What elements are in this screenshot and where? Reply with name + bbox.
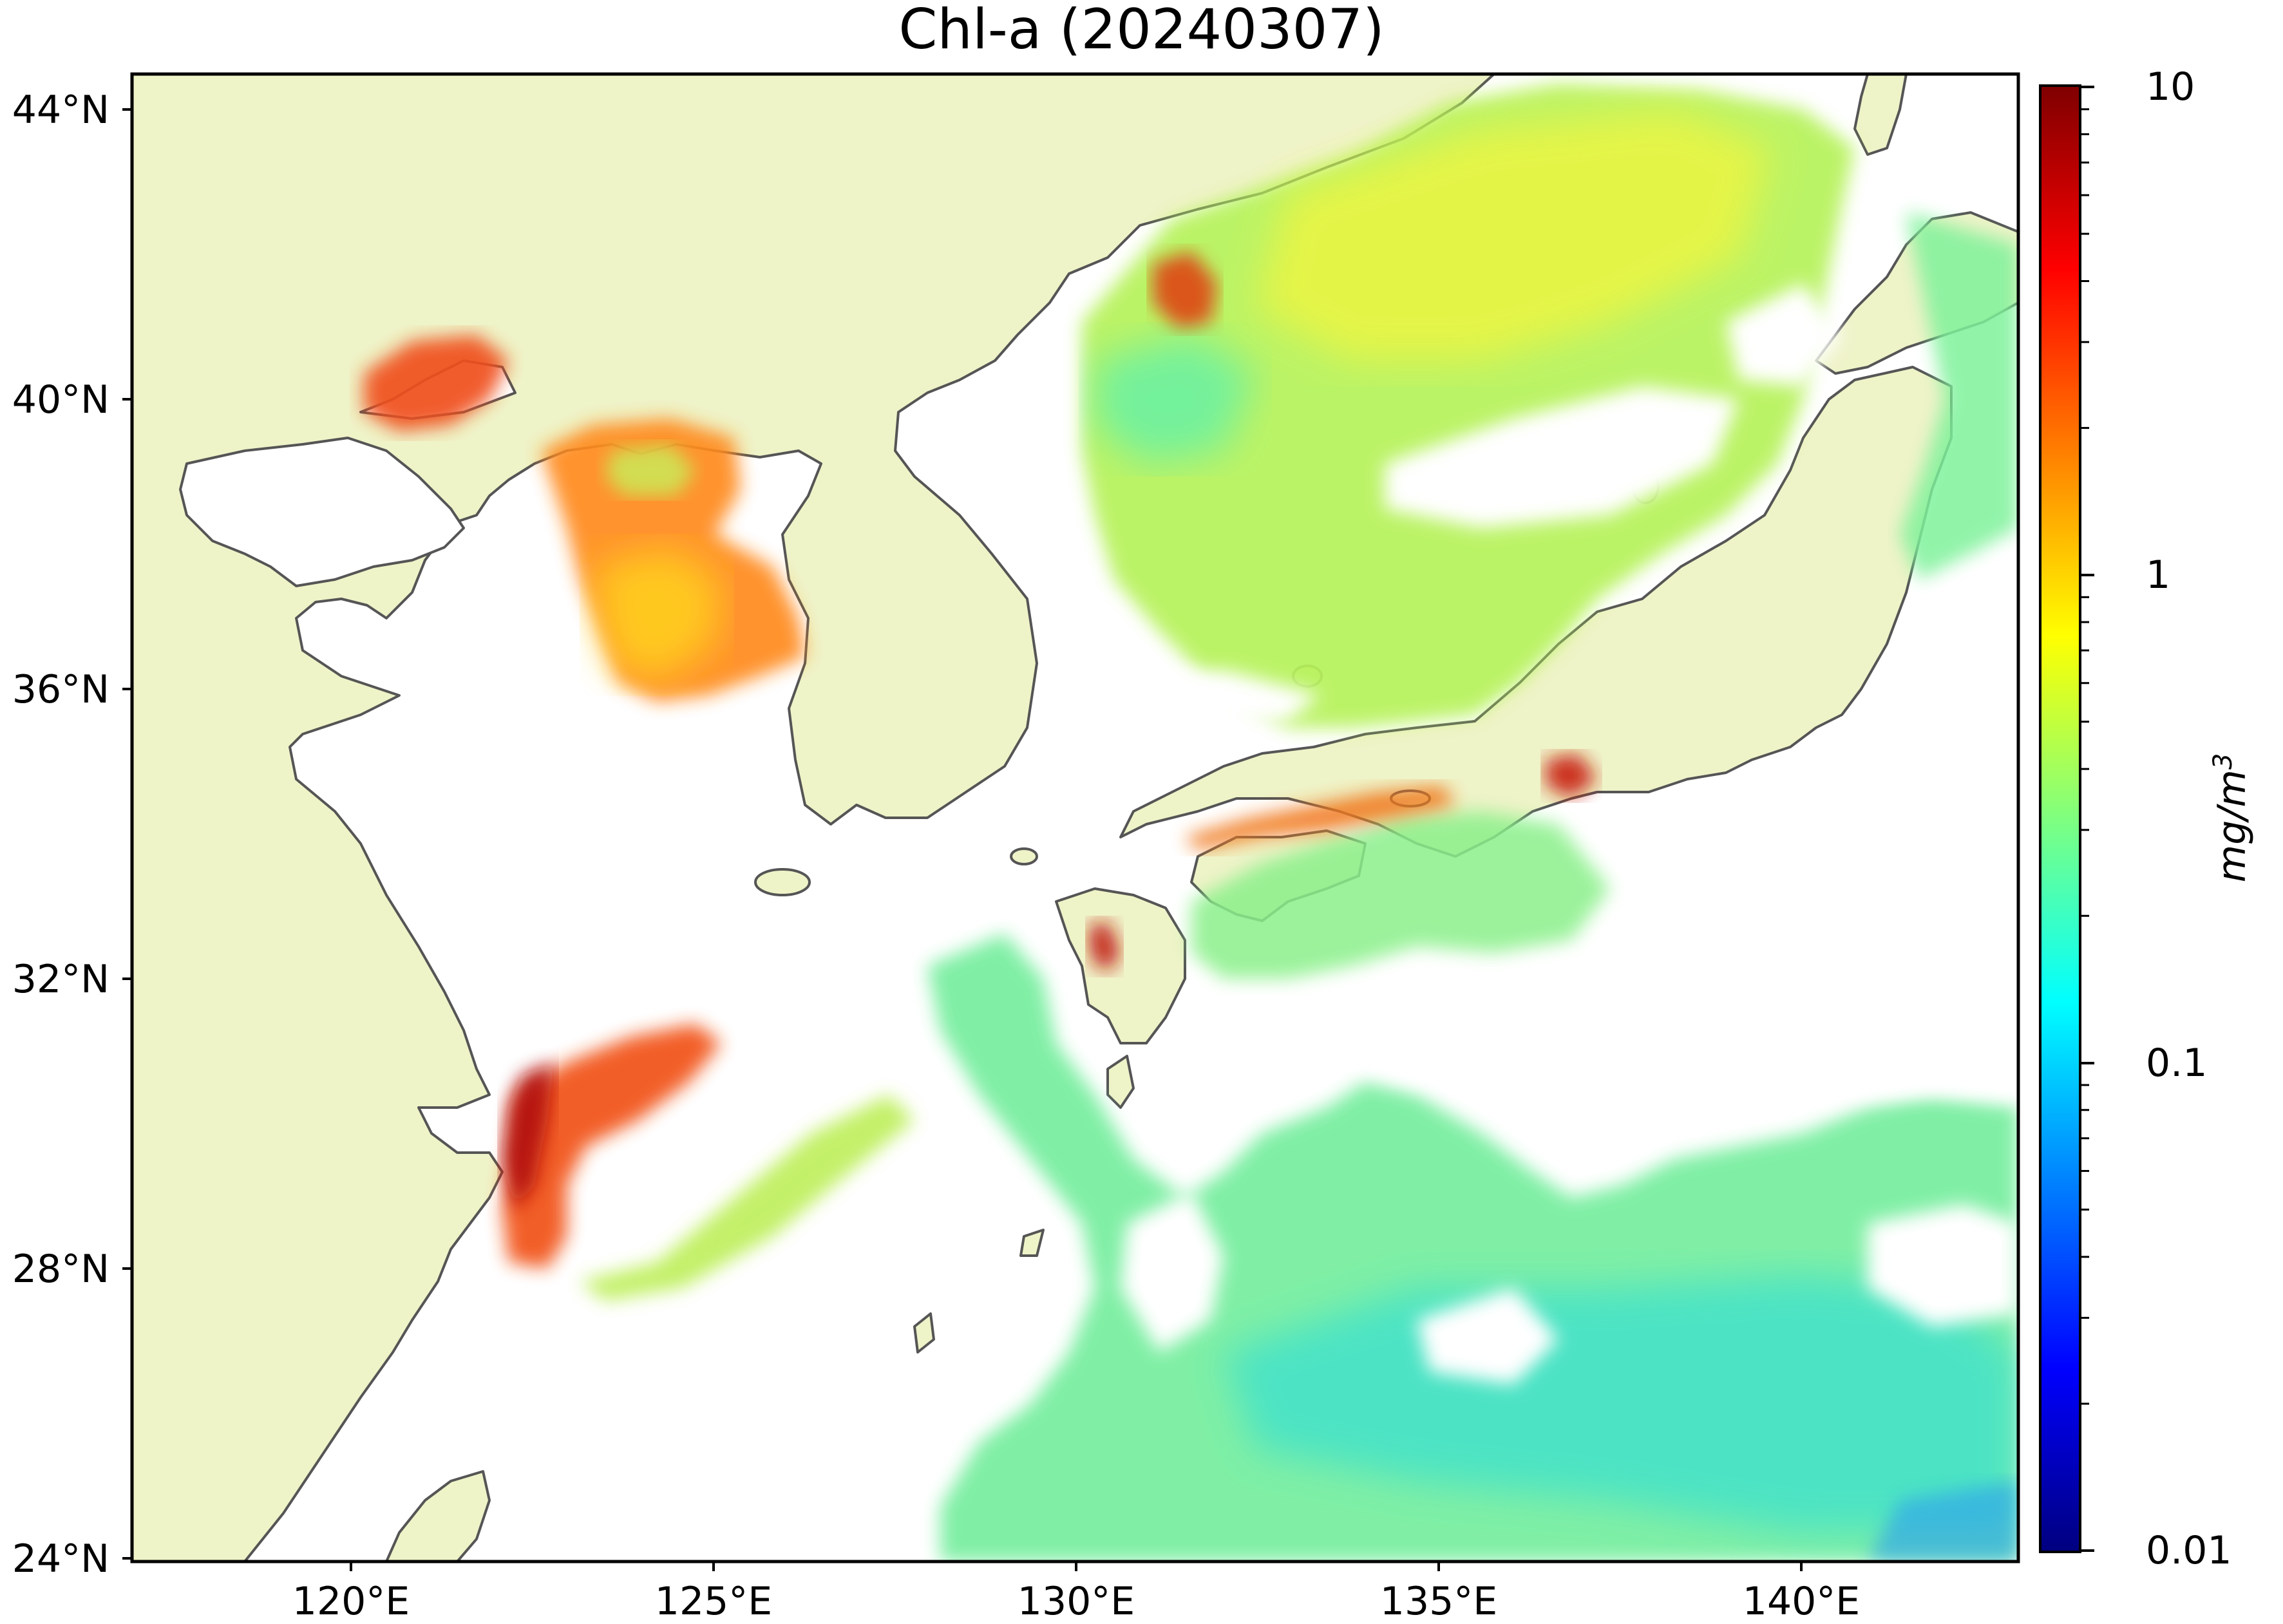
colorbar-unit-sup: 3	[2208, 753, 2238, 770]
yellow-sea-center	[592, 547, 721, 683]
honshu-island	[1119, 366, 1953, 858]
lat-label-36: 36°N	[12, 667, 109, 712]
colorbar-label-0.01: 0.01	[2146, 1528, 2232, 1573]
sea-of-japan-yellow	[1256, 109, 1771, 361]
pacific-blue-edge	[1868, 1481, 2018, 1562]
colorbar-unit-main: mg/m	[2210, 770, 2255, 883]
lat-label-44: 44°N	[12, 88, 109, 133]
taiwan-island	[385, 1470, 491, 1562]
yangtze-plume	[502, 1062, 554, 1211]
lon-label-130: 130°E	[1017, 1579, 1135, 1624]
axis-ticks	[122, 108, 1803, 1571]
south-japan-field	[1191, 811, 1610, 979]
lat-label-40: 40°N	[12, 377, 109, 422]
sakhalin-coast	[1853, 74, 1908, 156]
colorbar-ticks	[2080, 86, 2094, 1552]
jeju-island	[754, 868, 811, 896]
lon-label-125: 125°E	[654, 1579, 773, 1624]
amami-island	[1019, 1229, 1045, 1257]
lat-label-28: 28°N	[12, 1247, 109, 1292]
colorbar-label-0.1: 0.1	[2146, 1041, 2208, 1086]
seto-inland-sea-bloom	[1185, 786, 1455, 850]
korea-east-coast-bloom	[1153, 251, 1217, 328]
bohai-bloom	[364, 335, 509, 431]
colorbar-unit-label: mg/m3	[2208, 753, 2255, 883]
colorbar-label-1: 1	[2146, 552, 2171, 598]
chlorophyll-data-layer	[364, 84, 2018, 1562]
lon-label-135: 135°E	[1379, 1579, 1498, 1624]
lon-label-140: 140°E	[1742, 1579, 1861, 1624]
yellow-sea-inner-green	[605, 444, 696, 496]
goto-island	[1010, 847, 1038, 865]
east-china-sea-green	[580, 1095, 914, 1301]
colorbar-label-10: 10	[2146, 64, 2195, 109]
okinawa-island	[913, 1312, 935, 1354]
ariake-bay-bloom	[1088, 921, 1121, 972]
no-data-clouds	[1121, 283, 2018, 1384]
colorbar	[2039, 84, 2081, 1553]
tanegashima-island	[1106, 1055, 1135, 1109]
lon-label-120: 120°E	[292, 1579, 410, 1624]
east-japan-field	[1900, 212, 2018, 580]
asia-mainland	[132, 74, 1495, 1562]
map-title: Chl-a (20240307)	[898, 0, 1385, 62]
land-layer	[132, 74, 2018, 1562]
ise-bay-bloom	[1546, 753, 1597, 798]
lat-label-24: 24°N	[12, 1536, 109, 1582]
lat-label-32: 32°N	[12, 957, 109, 1002]
east-china-sea-bloom	[502, 1024, 721, 1269]
sea-of-japan-cyan	[1095, 335, 1256, 464]
colorbar-minor-ticks	[2080, 108, 2089, 1405]
